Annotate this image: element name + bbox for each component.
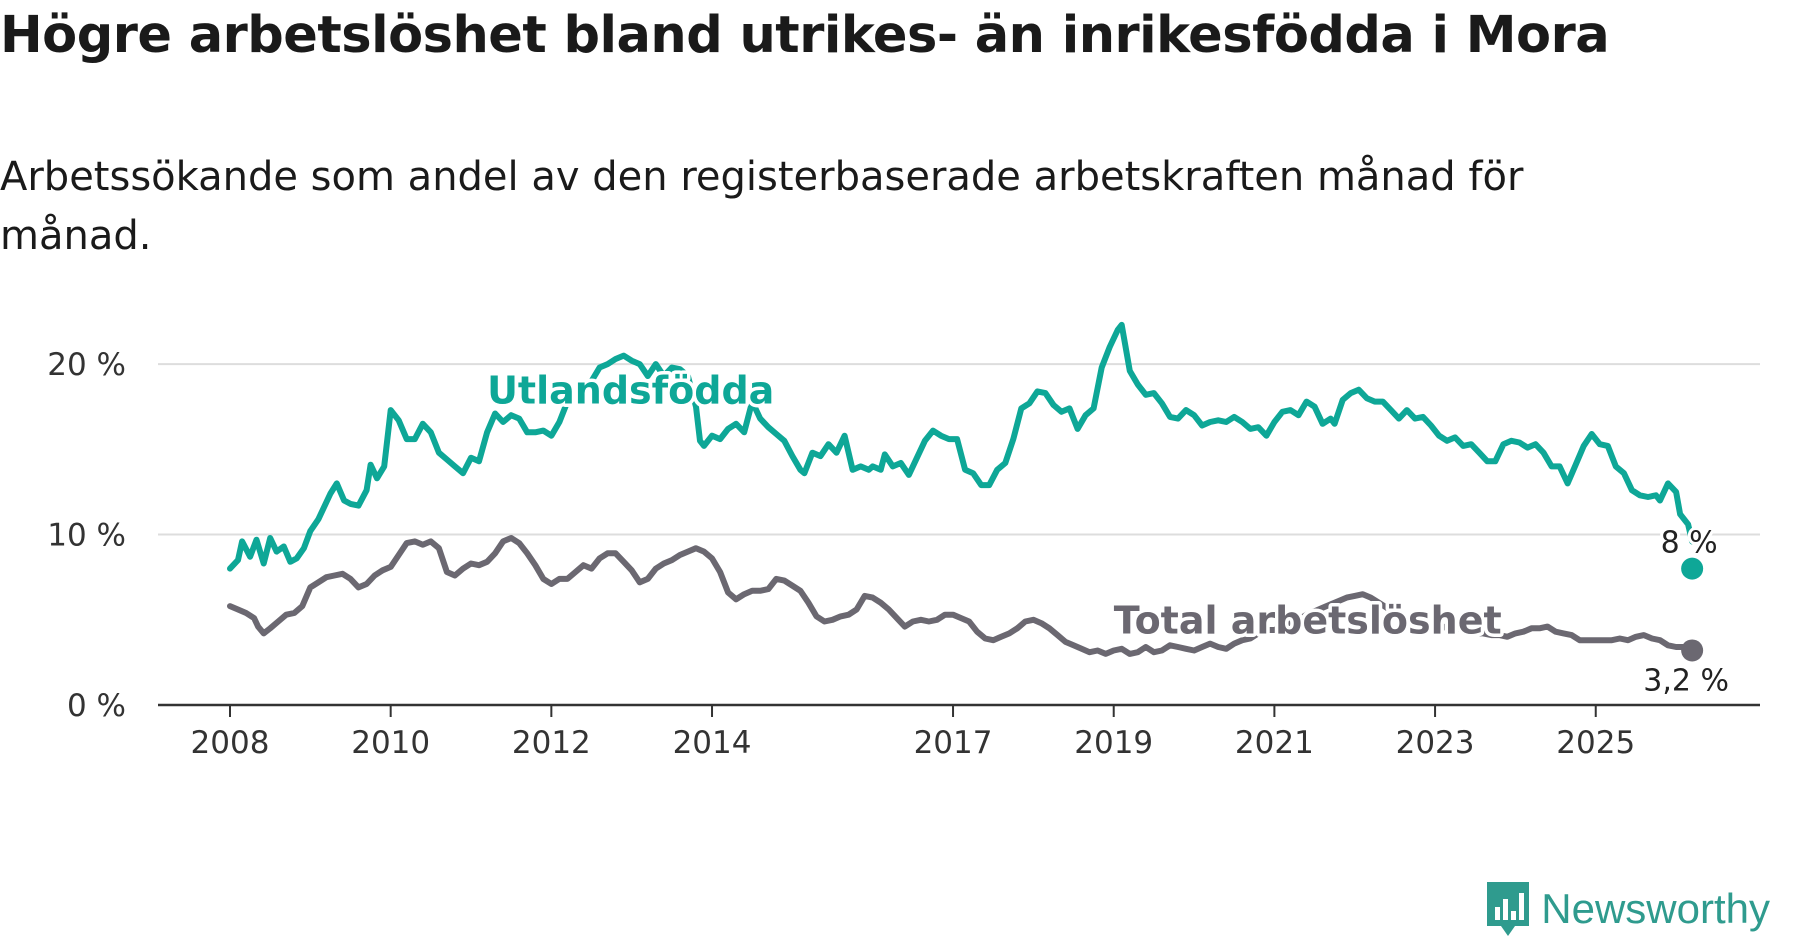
end-label-total: 3,2 % [1643,663,1729,698]
y-axis-labels: 0 % 10 % 20 % [47,347,126,724]
x-axis: 2008 2010 2012 2014 2017 2019 2021 2023 2025 [158,703,1760,761]
series-line-total-arbetsloshet [227,535,1696,657]
newsworthy-logo: Newsworthy [1485,880,1770,938]
series-group [227,321,1704,662]
y-tick-label-20: 20 % [47,347,126,383]
series-label-utlandsfodda: Utlandsfödda [487,368,774,412]
x-tick-label-2010: 2010 [351,725,430,761]
grid-lines [158,363,1760,536]
y-tick-label-0: 0 % [67,688,126,724]
x-tick-label-2017: 2017 [914,725,993,761]
x-tick-label-2012: 2012 [512,725,591,761]
chart-subtitle: Arbetssökande som andel av den registerb… [0,154,1524,259]
end-marker-total-arbetsloshet [1681,639,1704,662]
x-tick-label-2019: 2019 [1074,725,1153,761]
end-label-utlandsfodda: 8 % [1661,526,1718,561]
end-marker-utlandsfodda [1681,557,1704,580]
x-tick-label-2023: 2023 [1396,725,1475,761]
x-tick-label-2021: 2021 [1235,725,1314,761]
x-tick-label-2014: 2014 [673,725,752,761]
series-label-total-arbetsloshet: Total arbetslöshet [1114,598,1502,642]
x-tick-label-2025: 2025 [1556,725,1635,761]
brand-name: Newsworthy [1541,885,1770,932]
series-labels: Utlandsfödda Total arbetslöshet 8 % 3,2 % [484,365,1732,702]
chart-title: Högre arbetslöshet bland utrikes- än inr… [0,6,1610,65]
newsworthy-logo-icon [1487,882,1530,936]
x-tick-label-2008: 2008 [191,725,270,761]
series-line-utlandsfodda [227,321,1696,572]
y-tick-label-10: 10 % [47,518,126,554]
